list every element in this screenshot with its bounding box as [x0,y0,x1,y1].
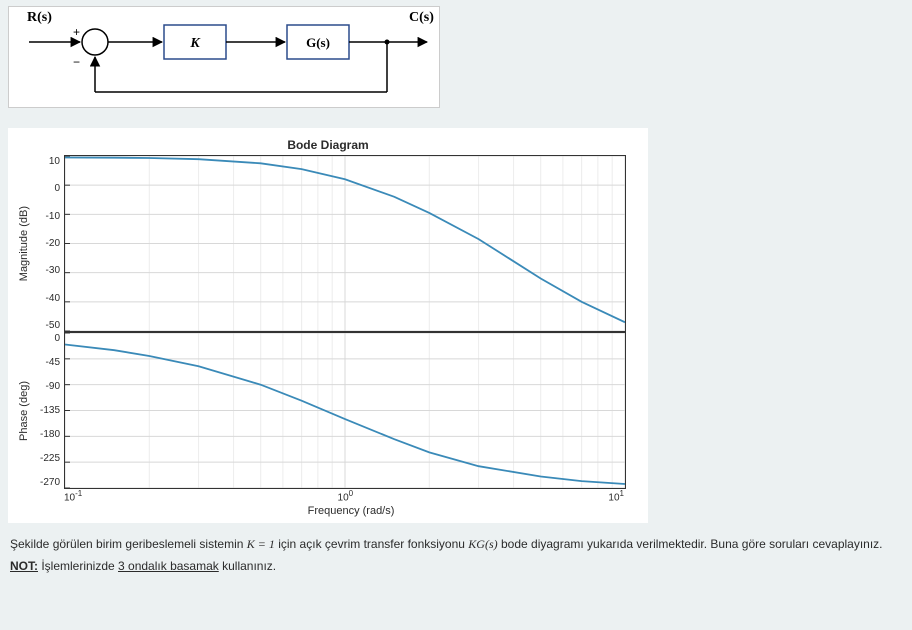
phase-svg [65,333,625,488]
magnitude-plot [64,155,626,332]
magnitude-yticks: 100-10-20-30-40-50 [34,156,64,331]
note-after: kullanınız. [219,559,276,573]
question-mid: için açık çevrim transfer fonksiyonu [278,537,468,551]
svg-text:R(s): R(s) [27,10,52,25]
note-label: NOT: [10,559,38,573]
note-underlined: 3 ondalık basamak [118,559,219,573]
svg-text:G(s): G(s) [306,35,330,50]
phase-row: Phase (deg) 0-45-90-135-180-225-270 [18,332,638,489]
magnitude-ylabel: Magnitude (dB) [18,206,34,281]
bode-xticks: 10-1100101 [64,489,624,503]
note-before: İşlemlerinizde [38,559,118,573]
phase-plot [64,332,626,489]
svg-text:+: + [73,25,80,39]
block-diagram: R(s) + − K G(s) C(s) [8,6,440,108]
svg-text:C(s): C(s) [409,10,434,25]
question-suffix: bode diyagramı yukarıda verilmektedir. B… [501,537,883,551]
magnitude-svg [65,156,625,331]
question-text: Şekilde görülen birim geribeslemeli sist… [0,531,912,557]
block-diagram-svg: R(s) + − K G(s) C(s) [9,7,439,107]
note-text: NOT: İşlemlerinizde 3 ondalık basamak ku… [0,557,912,583]
bode-container: Bode Diagram Magnitude (dB) 100-10-20-30… [8,128,648,523]
svg-text:−: − [73,55,80,69]
bode-xlabel: Frequency (rad/s) [64,505,638,517]
question-kg: KG(s) [468,537,497,551]
svg-text:K: K [189,36,201,51]
bode-xlabel-text: Frequency (rad/s) [308,505,395,517]
question-prefix: Şekilde görülen birim geribeslemeli sist… [10,537,247,551]
question-k: K = 1 [247,537,275,551]
phase-yticks: 0-45-90-135-180-225-270 [34,333,64,488]
magnitude-row: Magnitude (dB) 100-10-20-30-40-50 [18,155,638,332]
bode-title: Bode Diagram [18,138,638,152]
phase-ylabel: Phase (deg) [18,381,34,441]
